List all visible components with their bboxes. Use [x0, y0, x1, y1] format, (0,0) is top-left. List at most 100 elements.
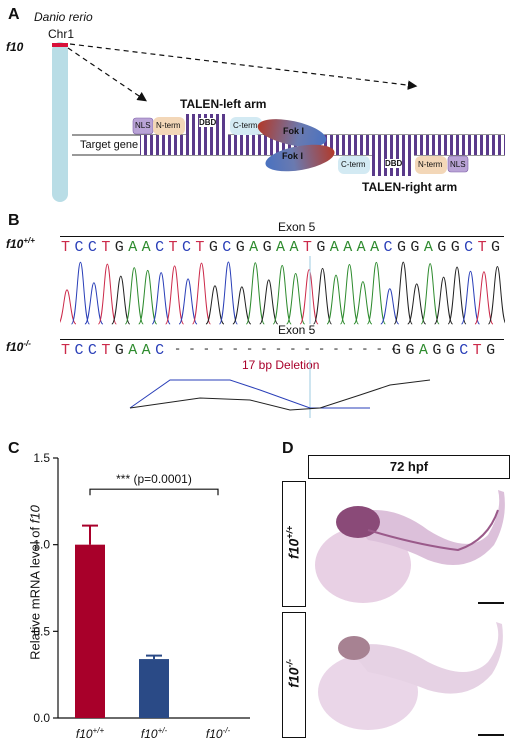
bar [75, 544, 105, 718]
sequence-base: A [418, 342, 428, 359]
chromatogram-peak [111, 275, 131, 325]
chromatogram-peak [487, 266, 505, 325]
x-tick-label: f10-/- [206, 726, 231, 741]
chromatogram-peak [178, 278, 198, 325]
sequence-base: A [128, 239, 138, 256]
right-foki-label: Fok I [282, 151, 304, 161]
sequence-base: G [114, 342, 124, 359]
chromatogram-peak [272, 264, 292, 325]
c-bar-chart: 0.0 0.5 1.0 1.5 f10+/+ f10+/- f10-/- *** (p=0.0… [33, 451, 250, 741]
y-tick-label: 1.0 [33, 538, 50, 552]
left-arm-label: TALEN-left arm [180, 97, 267, 111]
chromatogram-peak [97, 263, 117, 325]
right-fok-domain [265, 144, 335, 172]
sequence-base: A [141, 342, 151, 359]
d-row-top-label: f10+/+ [284, 525, 302, 559]
species-label: Danio rerio [34, 10, 93, 24]
left-foki-label: Fok I [283, 126, 305, 136]
wt-chromatogram [60, 261, 505, 325]
dna-target-region [140, 135, 505, 155]
sequence-base: G [392, 342, 402, 359]
target-gene-label: Target gene [78, 139, 141, 151]
y-tick-label: 0.0 [33, 711, 50, 725]
gene-label: f10 [6, 40, 24, 54]
x-tick-label: f10+/+ [76, 726, 105, 741]
chromatogram-peak [380, 288, 400, 325]
sequence-base: A [329, 239, 339, 256]
deletion-label: 17 bp Deletion [242, 358, 320, 372]
chromatogram-peak [326, 274, 346, 325]
sequence-base: G [486, 342, 496, 359]
right-arm-nterm [415, 156, 447, 174]
sequence-base: T [302, 239, 312, 256]
wt-marker [309, 256, 311, 324]
sequence-base: T [472, 342, 482, 359]
sequence-base: G [491, 239, 501, 256]
significance-bracket [89, 488, 219, 496]
sequence-base: T [195, 239, 205, 256]
chromatogram-peak [339, 264, 359, 325]
zoom-arrow-right [69, 43, 418, 90]
sequence-base: C [181, 239, 191, 256]
x-tick-label: f10+/- [141, 726, 168, 741]
sequence-base: T [168, 239, 178, 256]
wt-genotype-label: f10+/+ [6, 236, 35, 251]
d-row-bottom-label: f10-/- [284, 658, 302, 688]
ko-genotype-label: f10-/- [6, 339, 31, 354]
right-cterm-label: C-term [341, 160, 366, 169]
left-arm-nterm [153, 117, 185, 135]
right-arm-label: TALEN-right arm [362, 180, 458, 194]
sequence-base: C [74, 239, 84, 256]
chromatogram-peak [461, 270, 480, 325]
sequence-base: G [396, 239, 406, 256]
chromatogram-peak [245, 262, 265, 325]
d-header-text: 72 hpf [389, 459, 429, 474]
sequence-base: C [383, 239, 393, 256]
sequence-base: C [222, 239, 232, 256]
left-fok-domain [257, 119, 327, 147]
right-arm-nls [447, 155, 469, 173]
left-nterm-label: N-term [156, 121, 181, 130]
sequence-base: T [101, 342, 111, 359]
chromatogram-peak [353, 281, 373, 325]
chromatogram-peak [60, 289, 77, 325]
ko-chromatogram [129, 360, 431, 418]
sequence-base: G [432, 342, 442, 359]
sequence-base: T [477, 239, 487, 256]
d-row-bottom-label-box [282, 612, 306, 738]
chromatogram-peak [474, 271, 494, 325]
chromatogram-peak [420, 263, 440, 325]
sequence-base: G [235, 239, 245, 256]
sequence-base: T [61, 239, 71, 256]
sequence-base: A [356, 239, 366, 256]
chromatogram-peak [218, 261, 238, 325]
wt-sequence-rule [60, 236, 504, 237]
sequence-base: G [262, 239, 272, 256]
sequence-base: G [316, 239, 326, 256]
chromatogram-peak [366, 261, 386, 325]
sequence-base: A [141, 239, 151, 256]
chromatogram-peak [299, 269, 319, 325]
sequence-base: G [445, 342, 455, 359]
y-tick-label: 0.5 [33, 624, 50, 638]
sequence-base: C [74, 342, 84, 359]
d-embryo-wt-image [308, 480, 513, 610]
sequence-base: A [249, 239, 259, 256]
sequence-base: A [343, 239, 353, 256]
ko-trace-black [129, 379, 431, 411]
sequence-base: G [405, 342, 415, 359]
sequence-base: C [87, 342, 97, 359]
d-embryo-ko-image [308, 612, 513, 742]
sequence-base: T [101, 239, 111, 256]
sequence-base: C [459, 342, 469, 359]
zoom-arrow-left [67, 47, 147, 102]
panel-d-letter: D [282, 440, 294, 457]
right-nterm-label: N-term [418, 160, 443, 169]
sequence-base: C [155, 342, 165, 359]
sequence-base: G [450, 239, 460, 256]
significance-label: *** (p=0.0001) [116, 472, 192, 486]
ko-sequence-rule [60, 339, 504, 340]
left-cterm-label: C-term [233, 121, 258, 130]
chromatogram-peak [286, 273, 306, 325]
